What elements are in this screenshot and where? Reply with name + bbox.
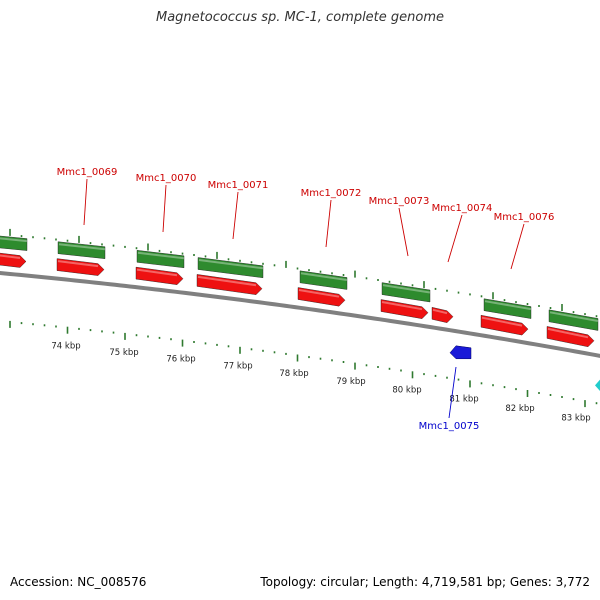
label-leader-line [510,223,525,270]
forward-gene-bar [136,250,185,269]
topology-label: Topology: [260,575,317,589]
forward-gene-bar [0,235,28,251]
reverse-gene-bar [297,287,346,307]
outer-tick-ring [9,228,598,318]
scale-label: 82 kbp [505,404,534,414]
label-leader-line [83,178,88,226]
length-label: Length: [372,575,419,589]
gene-label: Mmc1_0070 [136,173,197,184]
scale-label: 74 kbp [51,342,80,352]
accession-label: Accession: [10,575,74,589]
gene-label: Mmc1_0069 [57,167,118,178]
scale-label: 81 kbp [449,394,478,404]
length-value: 4,719,581 bp [421,575,502,589]
forward-gene-bar [548,309,599,331]
reverse-gene-bar [196,274,263,295]
label-leader-line [325,199,332,248]
accession-value: NC_008576 [77,575,147,589]
genome-backbone [0,270,600,358]
scale-label: 76 kbp [166,354,195,364]
inner-tick-ring [9,320,598,408]
scale-label: 77 kbp [223,362,252,372]
reverse-gene-bar [480,314,529,336]
reverse-small-gene [449,345,472,360]
forward-gene-bar [381,282,431,303]
scale-label: 83 kbp [561,414,590,424]
reverse-gene-bar [546,326,595,348]
reverse-gene-bar [431,307,454,323]
gene-label: Mmc1_0074 [432,203,493,214]
gene-label: Mmc1_0073 [369,196,430,207]
forward-gene-bar [483,298,532,319]
scale-label: 78 kbp [279,369,308,379]
gene-labels: Mmc1_0069 Mmc1_0070 Mmc1_0071 Mmc1_0072 Mmc1… [57,167,555,432]
scale-label: 79 kbp [336,377,365,387]
label-leader-line [232,191,239,240]
forward-gene-bar [197,257,264,279]
scale-labels: 74 kbp 75 kbp 76 kbp 77 kbp 78 kbp 79 kbp 80 k… [51,342,590,424]
topology-value: circular [320,575,365,589]
label-leader-line [398,207,409,257]
genes-value: 3,772 [555,575,590,589]
gene-label: Mmc1_0071 [208,180,269,191]
gene-label: Mmc1_0076 [494,212,555,223]
label-leader-line [447,214,463,263]
genome-stats: Topology: circular; Length: 4,719,581 bp… [260,575,590,589]
scale-label: 75 kbp [109,348,138,358]
reverse-gene-bar [380,299,429,319]
gene-label: Mmc1_0072 [301,188,362,199]
accession-info: Accession: NC_008576 [10,575,146,589]
forward-gene-bar [299,270,348,290]
reverse-gene-bar [56,258,105,276]
label-leader-line [162,184,167,233]
map-title: Magnetococcus sp. MC-1, complete genome [155,10,445,25]
label-leader-line [448,366,457,419]
reverse-gene-bar [135,266,184,285]
feature-track [0,235,600,392]
scale-label: 80 kbp [392,385,421,395]
reverse-gene-bar [0,252,27,268]
gene-label: Mmc1_0075 [419,421,480,432]
cyan-feature [595,379,600,392]
forward-gene-bar [57,241,106,259]
genes-label: Genes: [509,575,552,589]
